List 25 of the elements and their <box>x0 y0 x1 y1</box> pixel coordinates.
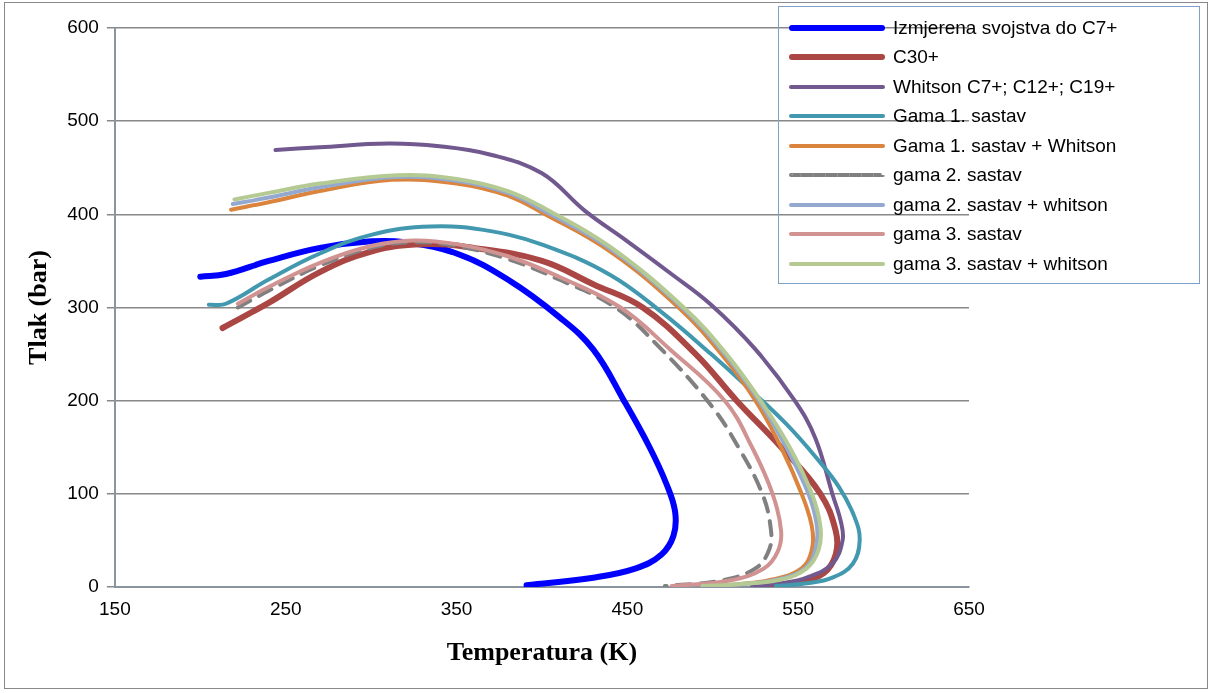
text: gama 3. sastav + whitson <box>893 252 1108 275</box>
text: C30+ <box>893 46 939 69</box>
y-tick-label: 400 <box>67 202 99 224</box>
x-tick-label: 650 <box>953 597 985 619</box>
text: Whitson C7+; C12+; C19+ <box>893 75 1116 98</box>
text: gama 3. sastav <box>893 223 1022 246</box>
x-axis-title: Temperatura (K) <box>446 637 638 667</box>
x-tick-label: 450 <box>611 597 644 619</box>
x-tick-label: 550 <box>782 597 815 619</box>
text: Gama 1. sastav <box>893 105 1027 128</box>
line-series <box>273 141 845 587</box>
y-tick-label: 500 <box>67 109 99 131</box>
x-tick-label: 250 <box>269 597 302 619</box>
y-tick-label: 600 <box>67 16 99 38</box>
text: gama 2. sastav + whitson <box>893 193 1108 216</box>
y-tick-label: 200 <box>67 388 99 410</box>
y-tick-label: 300 <box>67 295 99 317</box>
text: gama 2. sastav <box>893 164 1022 187</box>
y-tick-label: 0 <box>88 575 99 597</box>
y-tick-label: 100 <box>67 482 99 504</box>
x-tick-label: 150 <box>99 597 131 619</box>
text: Izmjerena svojstva do C7+ <box>893 16 1118 39</box>
y-axis-title: Tlak (bar) <box>23 250 53 365</box>
x-tick-label: 350 <box>440 597 473 619</box>
text: Gama 1. sastav + Whitson <box>893 134 1117 157</box>
